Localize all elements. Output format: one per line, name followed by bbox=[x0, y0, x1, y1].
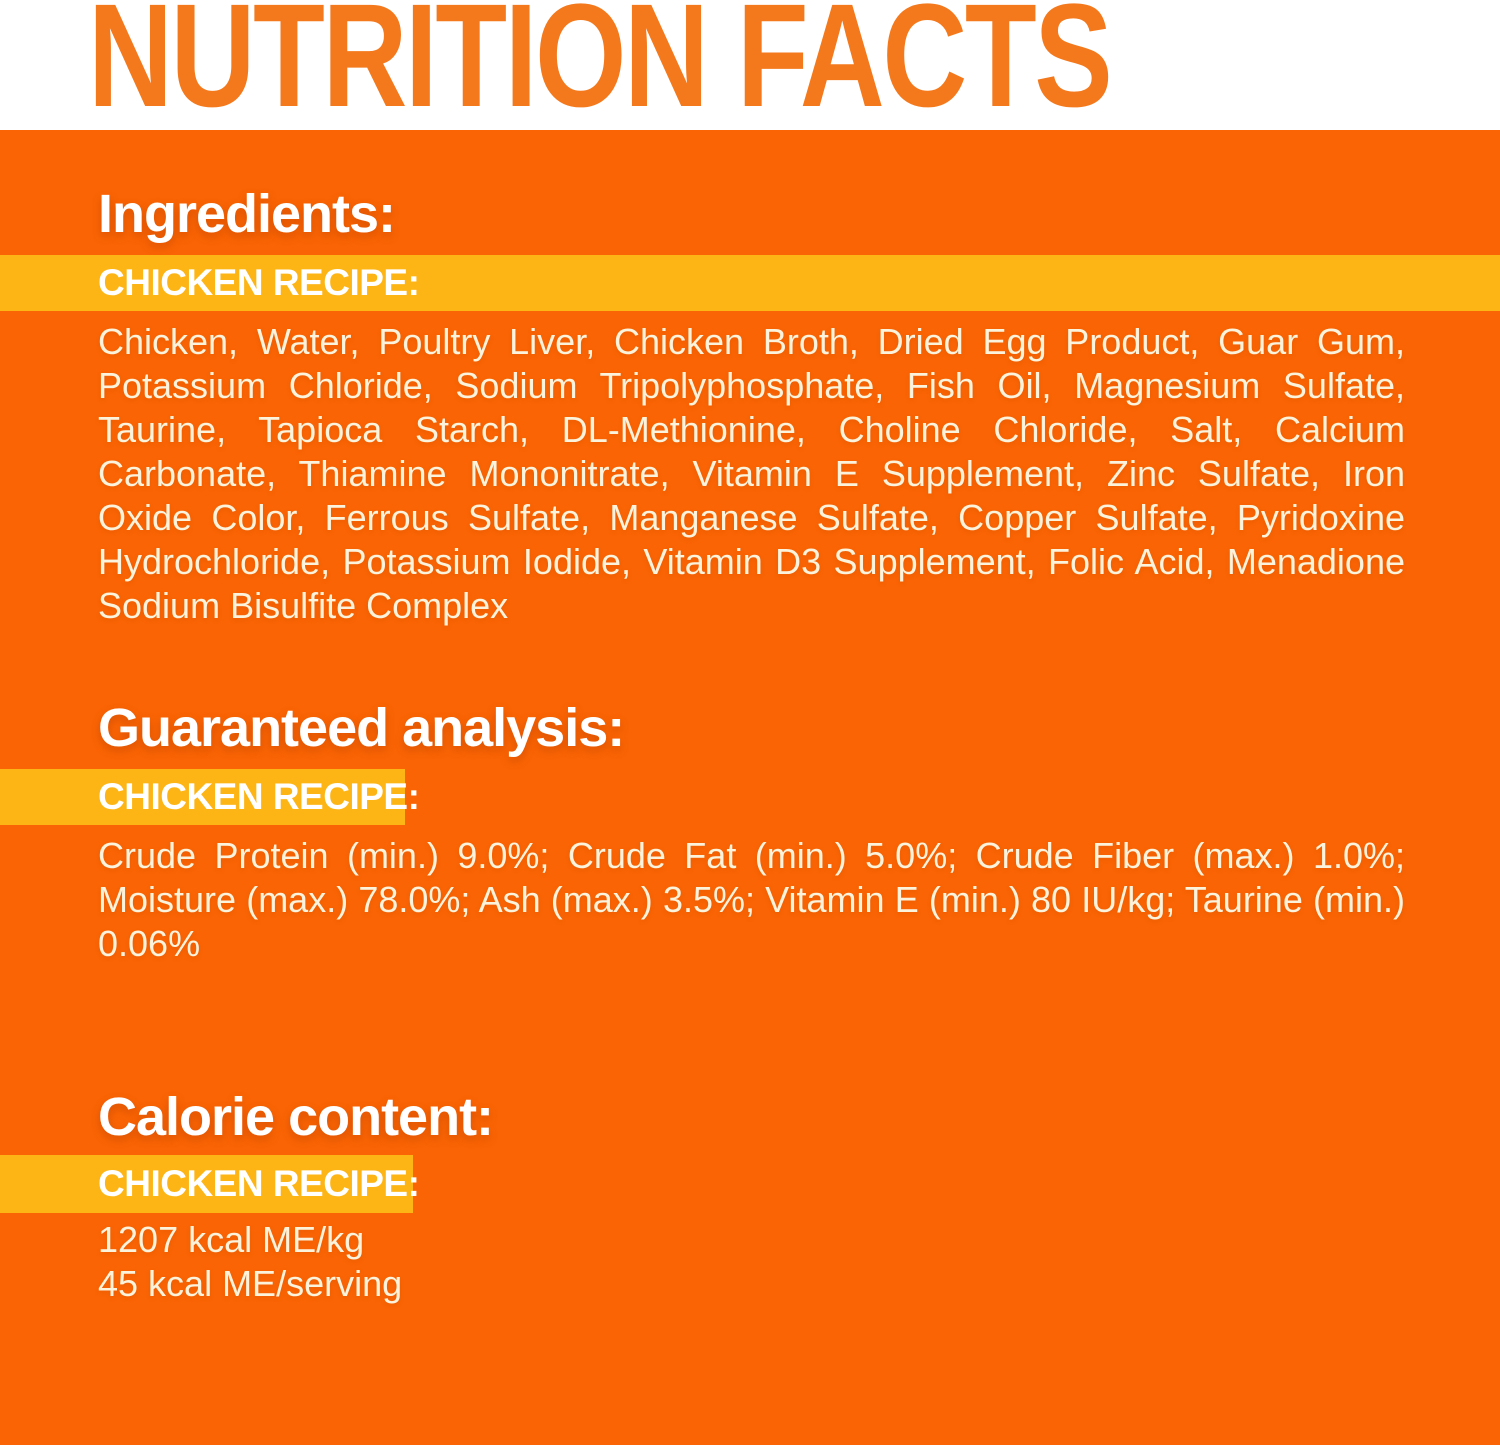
guaranteed-analysis-recipe-label: CHICKEN RECIPE: bbox=[98, 776, 420, 817]
calorie-content-recipe-label: CHICKEN RECIPE: bbox=[98, 1163, 420, 1204]
guaranteed-analysis-heading: Guaranteed analysis: bbox=[98, 698, 625, 758]
guaranteed-analysis-recipe-highlight-bar: CHICKEN RECIPE: bbox=[0, 769, 420, 825]
calorie-kcal-per-serving: 45 kcal ME/serving bbox=[98, 1263, 403, 1304]
page-title: NUTRITION FACTS bbox=[88, 0, 1113, 138]
guaranteed-analysis-text: Crude Protein (min.) 9.0%; Crude Fat (mi… bbox=[98, 835, 1405, 964]
ingredients-heading: Ingredients: bbox=[98, 184, 396, 244]
ingredients-recipe-highlight-bar: CHICKEN RECIPE: bbox=[0, 255, 1500, 311]
calorie-content-heading: Calorie content: bbox=[98, 1087, 494, 1147]
ingredients-text: Chicken, Water, Poultry Liver, Chicken B… bbox=[98, 321, 1405, 626]
header-band: NUTRITION FACTS bbox=[0, 0, 1500, 130]
calorie-content-recipe-highlight-bar: CHICKEN RECIPE: bbox=[0, 1155, 420, 1213]
calorie-kcal-per-kg: 1207 kcal ME/kg bbox=[98, 1219, 365, 1260]
ingredients-recipe-label: CHICKEN RECIPE: bbox=[98, 262, 420, 303]
